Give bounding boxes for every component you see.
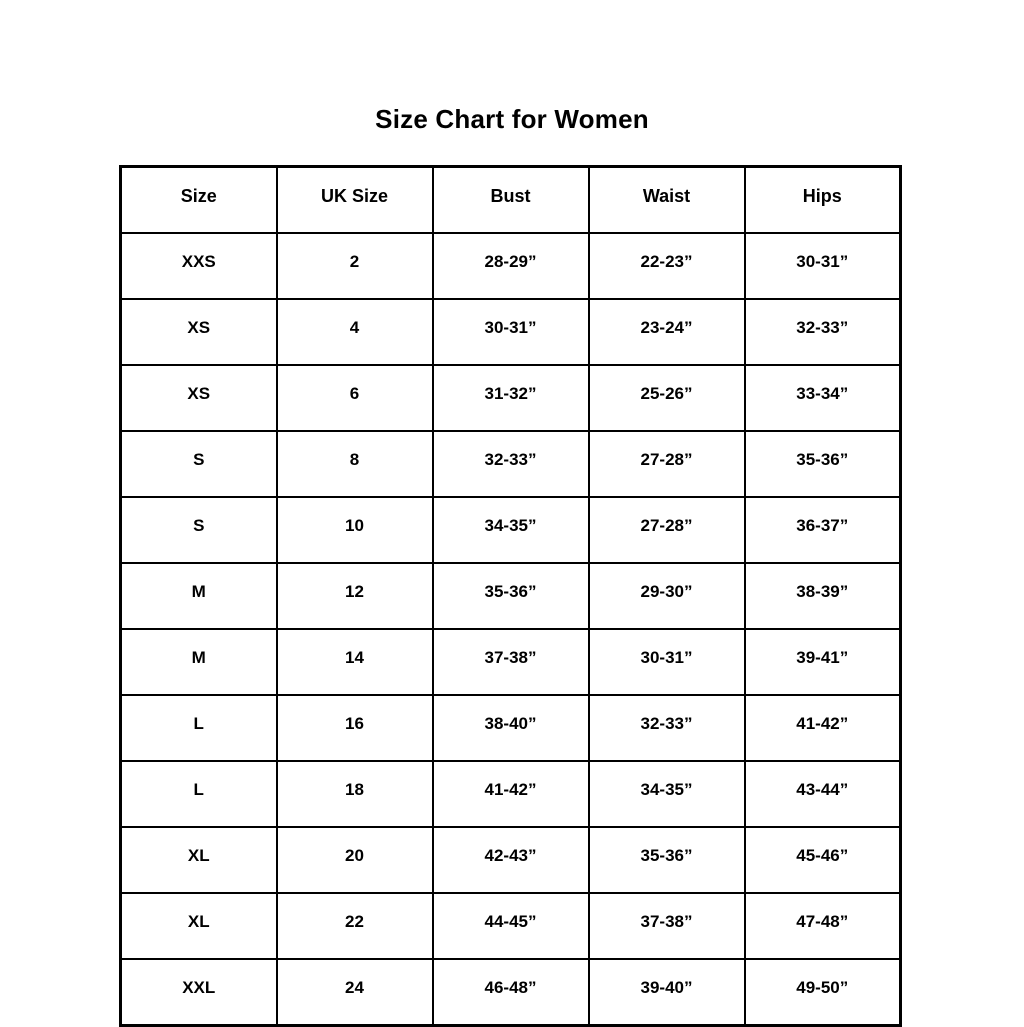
table-row: S 10 34-35” 27-28” 36-37” (119, 496, 902, 564)
cell-hips: 47-48” (743, 892, 902, 960)
cell-uk-size: 22 (275, 892, 434, 960)
cell-bust: 41-42” (431, 760, 590, 828)
cell-uk-size: 8 (275, 430, 434, 498)
cell-waist: 25-26” (587, 364, 746, 432)
cell-bust: 44-45” (431, 892, 590, 960)
size-chart-table: Size UK Size Bust Waist Hips XXS 2 28-29… (119, 165, 902, 1027)
table-row: M 12 35-36” 29-30” 38-39” (119, 562, 902, 630)
cell-size: XL (119, 892, 278, 960)
cell-hips: 41-42” (743, 694, 902, 762)
cell-bust: 42-43” (431, 826, 590, 894)
table-row: XS 6 31-32” 25-26” 33-34” (119, 364, 902, 432)
cell-waist: 22-23” (587, 232, 746, 300)
cell-bust: 34-35” (431, 496, 590, 564)
table-row: M 14 37-38” 30-31” 39-41” (119, 628, 902, 696)
table-header-row: Size UK Size Bust Waist Hips (119, 165, 902, 234)
cell-waist: 34-35” (587, 760, 746, 828)
table-row: XL 22 44-45” 37-38” 47-48” (119, 892, 902, 960)
cell-hips: 38-39” (743, 562, 902, 630)
cell-hips: 35-36” (743, 430, 902, 498)
cell-uk-size: 2 (275, 232, 434, 300)
cell-waist: 32-33” (587, 694, 746, 762)
cell-hips: 32-33” (743, 298, 902, 366)
column-header-uk-size: UK Size (275, 165, 434, 234)
cell-uk-size: 18 (275, 760, 434, 828)
cell-size: M (119, 628, 278, 696)
table-row: L 18 41-42” 34-35” 43-44” (119, 760, 902, 828)
cell-uk-size: 6 (275, 364, 434, 432)
column-header-hips: Hips (743, 165, 902, 234)
cell-waist: 30-31” (587, 628, 746, 696)
cell-hips: 36-37” (743, 496, 902, 564)
cell-waist: 27-28” (587, 496, 746, 564)
cell-uk-size: 10 (275, 496, 434, 564)
table-body: XXS 2 28-29” 22-23” 30-31” XS 4 30-31” 2… (119, 232, 902, 1027)
cell-waist: 29-30” (587, 562, 746, 630)
cell-size: L (119, 760, 278, 828)
cell-waist: 23-24” (587, 298, 746, 366)
cell-size: XS (119, 298, 278, 366)
table-header: Size UK Size Bust Waist Hips (119, 165, 902, 234)
table-row: XXL 24 46-48” 39-40” 49-50” (119, 958, 902, 1027)
cell-size: S (119, 496, 278, 564)
cell-bust: 31-32” (431, 364, 590, 432)
cell-hips: 30-31” (743, 232, 902, 300)
cell-size: XXS (119, 232, 278, 300)
cell-waist: 27-28” (587, 430, 746, 498)
cell-bust: 35-36” (431, 562, 590, 630)
cell-hips: 39-41” (743, 628, 902, 696)
cell-hips: 33-34” (743, 364, 902, 432)
table-row: S 8 32-33” 27-28” 35-36” (119, 430, 902, 498)
cell-size: XXL (119, 958, 278, 1027)
column-header-waist: Waist (587, 165, 746, 234)
cell-waist: 39-40” (587, 958, 746, 1027)
table-row: XL 20 42-43” 35-36” 45-46” (119, 826, 902, 894)
cell-hips: 49-50” (743, 958, 902, 1027)
cell-bust: 32-33” (431, 430, 590, 498)
cell-bust: 46-48” (431, 958, 590, 1027)
cell-uk-size: 20 (275, 826, 434, 894)
cell-size: M (119, 562, 278, 630)
cell-size: XS (119, 364, 278, 432)
column-header-bust: Bust (431, 165, 590, 234)
cell-size: S (119, 430, 278, 498)
cell-uk-size: 4 (275, 298, 434, 366)
cell-size: L (119, 694, 278, 762)
column-header-size: Size (119, 165, 278, 234)
table-row: XS 4 30-31” 23-24” 32-33” (119, 298, 902, 366)
table-row: L 16 38-40” 32-33” 41-42” (119, 694, 902, 762)
cell-bust: 38-40” (431, 694, 590, 762)
cell-hips: 45-46” (743, 826, 902, 894)
cell-uk-size: 12 (275, 562, 434, 630)
cell-bust: 28-29” (431, 232, 590, 300)
cell-uk-size: 14 (275, 628, 434, 696)
cell-waist: 35-36” (587, 826, 746, 894)
cell-waist: 37-38” (587, 892, 746, 960)
page-title: Size Chart for Women (375, 104, 649, 134)
cell-uk-size: 24 (275, 958, 434, 1027)
cell-hips: 43-44” (743, 760, 902, 828)
table-row: XXS 2 28-29” 22-23” 30-31” (119, 232, 902, 300)
cell-bust: 37-38” (431, 628, 590, 696)
cell-uk-size: 16 (275, 694, 434, 762)
cell-size: XL (119, 826, 278, 894)
cell-bust: 30-31” (431, 298, 590, 366)
